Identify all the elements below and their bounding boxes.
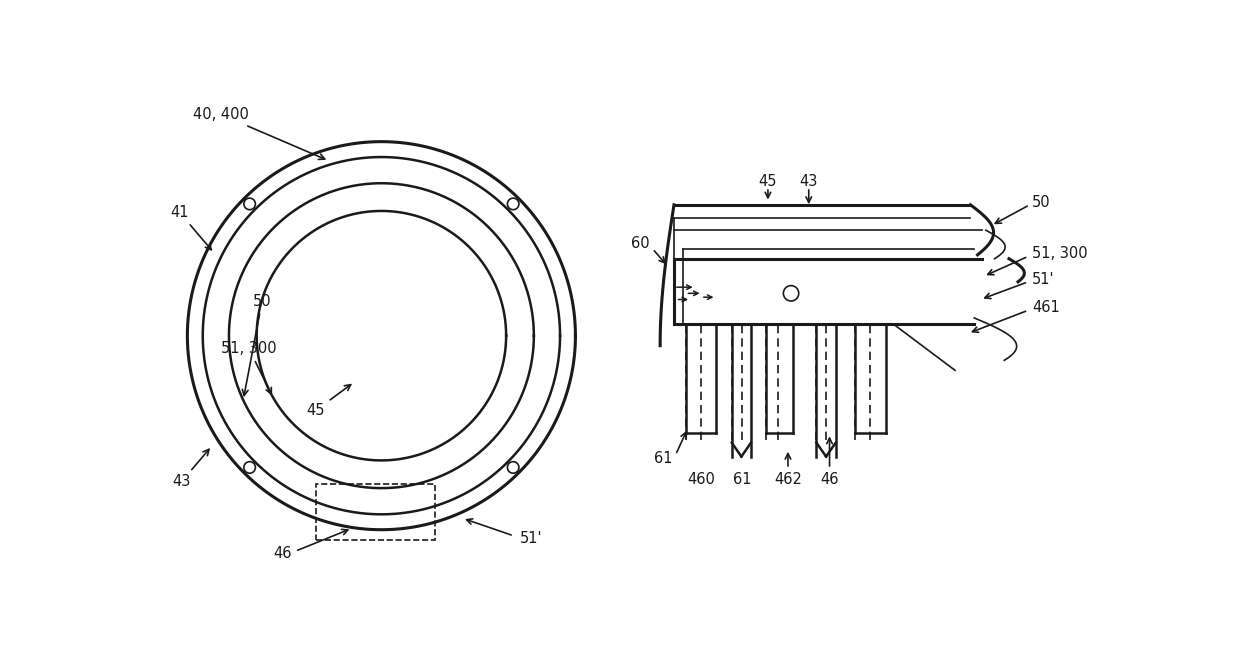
Text: 46: 46 — [274, 546, 293, 561]
Text: 40, 400: 40, 400 — [193, 107, 325, 159]
Text: 60: 60 — [631, 235, 650, 251]
Text: 51, 300: 51, 300 — [221, 342, 277, 394]
Text: 51': 51' — [1032, 272, 1054, 287]
Text: 61: 61 — [733, 472, 751, 487]
Text: 460: 460 — [687, 472, 715, 487]
Text: 45: 45 — [759, 174, 777, 189]
Bar — [316, 484, 435, 540]
Text: 43: 43 — [172, 450, 210, 490]
Text: 43: 43 — [800, 174, 818, 189]
Text: 50: 50 — [1032, 195, 1050, 210]
Text: 50: 50 — [242, 293, 272, 396]
Text: 51, 300: 51, 300 — [1032, 246, 1087, 261]
Text: 51': 51' — [521, 531, 543, 546]
Text: 41: 41 — [170, 205, 211, 249]
Text: 61: 61 — [653, 452, 672, 466]
Text: 46: 46 — [821, 472, 838, 487]
Text: 461: 461 — [1032, 299, 1060, 315]
Text: 45: 45 — [306, 385, 351, 418]
Text: 462: 462 — [774, 472, 802, 487]
